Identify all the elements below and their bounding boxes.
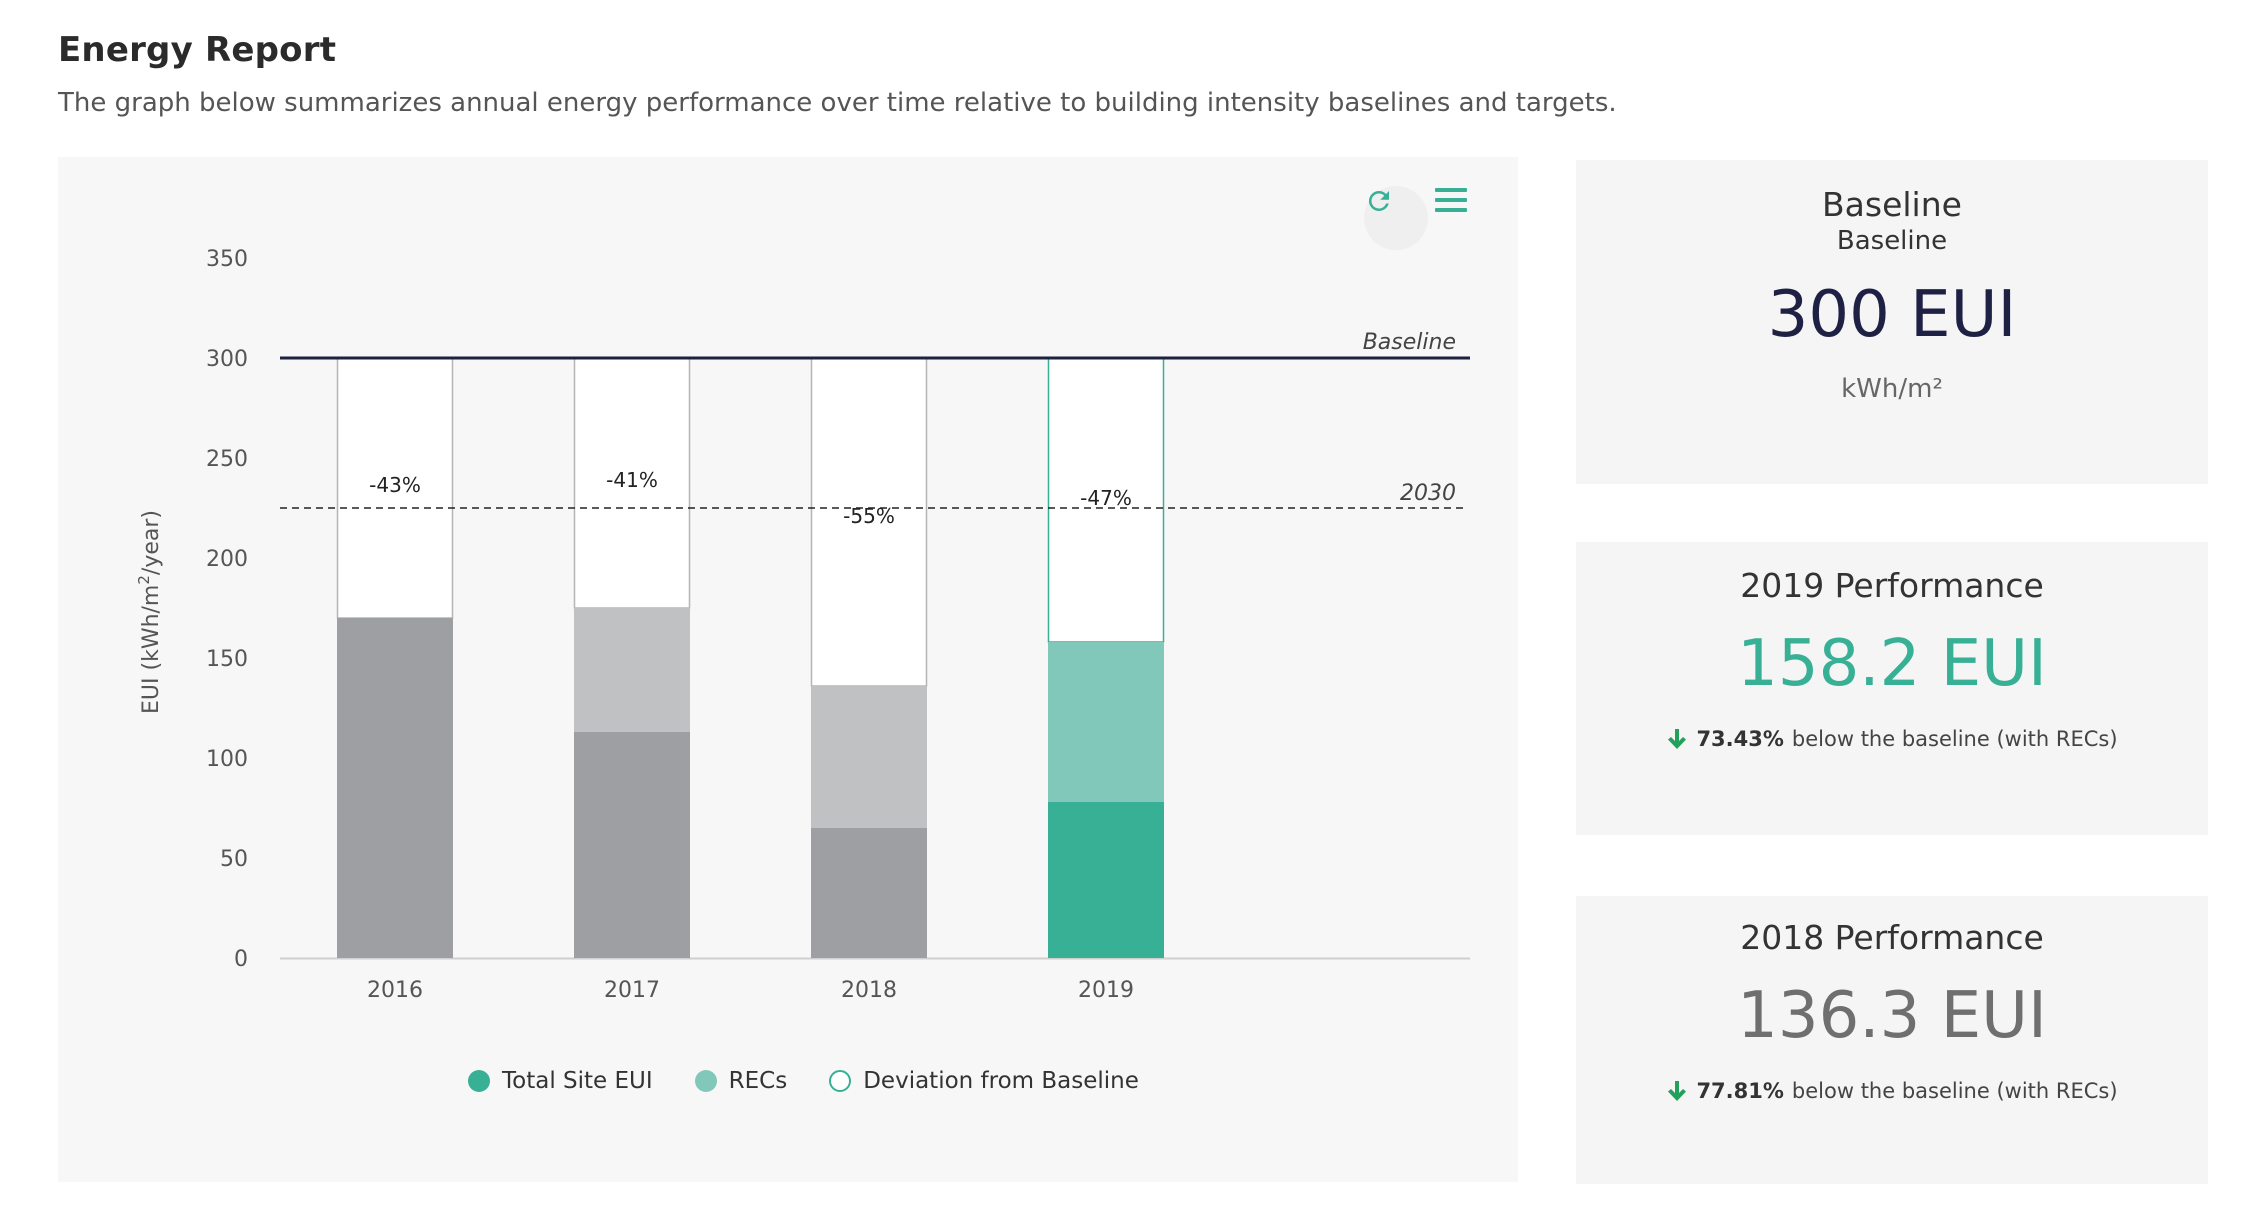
bar-deviation-2017 xyxy=(573,357,691,609)
baseline-card-title: Baseline xyxy=(1822,185,1962,224)
bar-total-2017 xyxy=(574,732,690,958)
performance-2018-note-text: below the baseline (with RECs) xyxy=(1791,1079,2118,1103)
hamburger-menu-icon xyxy=(1435,188,1467,212)
legend-item-deviation[interactable]: Deviation from Baseline xyxy=(829,1068,1139,1094)
deviation-label: -47% xyxy=(1080,486,1132,510)
performance-2019-note: 73.43% below the baseline (with RECs) xyxy=(1576,727,2208,751)
x-tick-label: 2017 xyxy=(604,978,660,1003)
performance-2018-title: 2018 Performance xyxy=(1740,918,2044,957)
y-tick-label: 0 xyxy=(234,947,248,972)
performance-2019-card: 2019 Performance 158.2 EUI 73.43% below … xyxy=(1576,542,2208,835)
deviation-label: -41% xyxy=(606,468,658,492)
legend-label-deviation: Deviation from Baseline xyxy=(863,1068,1139,1094)
legend-label-recs: RECs xyxy=(728,1068,788,1094)
arrow-down-icon xyxy=(1668,729,1687,749)
legend-swatch-deviation xyxy=(829,1070,852,1092)
baseline-card-value: 300 EUI xyxy=(1767,278,2017,352)
x-tick-label: 2019 xyxy=(1078,978,1134,1003)
bar-recs-2017 xyxy=(574,608,690,732)
baseline-card: Baseline Baseline 300 EUI kWh/m² xyxy=(1576,160,2208,484)
performance-2019-title: 2019 Performance xyxy=(1740,566,2044,605)
performance-2018-note: 77.81% below the baseline (with RECs) xyxy=(1576,1079,2208,1103)
baseline-card-subtitle: Baseline xyxy=(1836,226,1948,256)
x-tick-label: 2018 xyxy=(841,978,897,1003)
legend-swatch-recs xyxy=(694,1070,717,1092)
y-tick-label: 250 xyxy=(206,447,248,472)
bar-total-2018 xyxy=(811,828,927,958)
performance-2018-value: 136.3 EUI xyxy=(1737,979,2047,1053)
y-axis-title: EUI (kWh/m2/year) xyxy=(135,510,164,714)
energy-chart-panel: 0 50 100 150 200 250 300 350 EUI (kWh/m2/year) 20… xyxy=(58,157,1518,1182)
target-2030-reference-label: 2030 xyxy=(1400,481,1456,506)
performance-2018-card: 2018 Performance 136.3 EUI 77.81% below … xyxy=(1576,896,2208,1184)
chart-menu-button[interactable] xyxy=(1434,186,1498,250)
bar-recs-2019 xyxy=(1048,642,1164,802)
arrow-down-icon xyxy=(1668,1081,1687,1101)
y-tick-label: 50 xyxy=(220,847,248,872)
performance-2018-pct: 77.81% xyxy=(1696,1079,1784,1103)
energy-chart: 0 50 100 150 200 250 300 350 EUI (kWh/m2/year) 20… xyxy=(135,247,1470,1003)
page-subtitle: The graph below summarizes annual energy… xyxy=(58,88,1617,118)
chart-legend: Total Site EUI RECs Deviation from Basel… xyxy=(468,1061,1139,1101)
bar-deviation-2019 xyxy=(1047,357,1165,643)
y-tick-label: 200 xyxy=(206,547,248,572)
performance-2019-note-text: below the baseline (with RECs) xyxy=(1791,727,2118,751)
legend-item-recs[interactable]: RECs xyxy=(694,1068,788,1094)
bar-total-2016 xyxy=(337,618,453,958)
performance-2019-pct: 73.43% xyxy=(1696,727,1784,751)
performance-2019-value: 158.2 EUI xyxy=(1737,627,2047,701)
baseline-reference-label: Baseline xyxy=(1363,330,1456,355)
y-tick-label: 100 xyxy=(206,747,248,772)
y-tick-label: 300 xyxy=(206,347,248,372)
bar-recs-2018 xyxy=(811,686,927,828)
legend-item-total-site-eui[interactable]: Total Site EUI xyxy=(468,1068,653,1094)
legend-swatch-total xyxy=(468,1070,490,1092)
page-title: Energy Report xyxy=(58,30,337,70)
refresh-icon xyxy=(1368,190,1389,211)
x-tick-label: 2016 xyxy=(367,978,423,1003)
baseline-card-unit: kWh/m² xyxy=(1841,374,1943,404)
legend-label-total: Total Site EUI xyxy=(502,1068,653,1094)
reset-chart-button[interactable] xyxy=(1364,186,1428,250)
bar-total-2019 xyxy=(1048,802,1164,958)
y-tick-label: 150 xyxy=(206,647,248,672)
y-tick-label: 350 xyxy=(206,247,248,272)
deviation-label: -43% xyxy=(369,473,421,497)
